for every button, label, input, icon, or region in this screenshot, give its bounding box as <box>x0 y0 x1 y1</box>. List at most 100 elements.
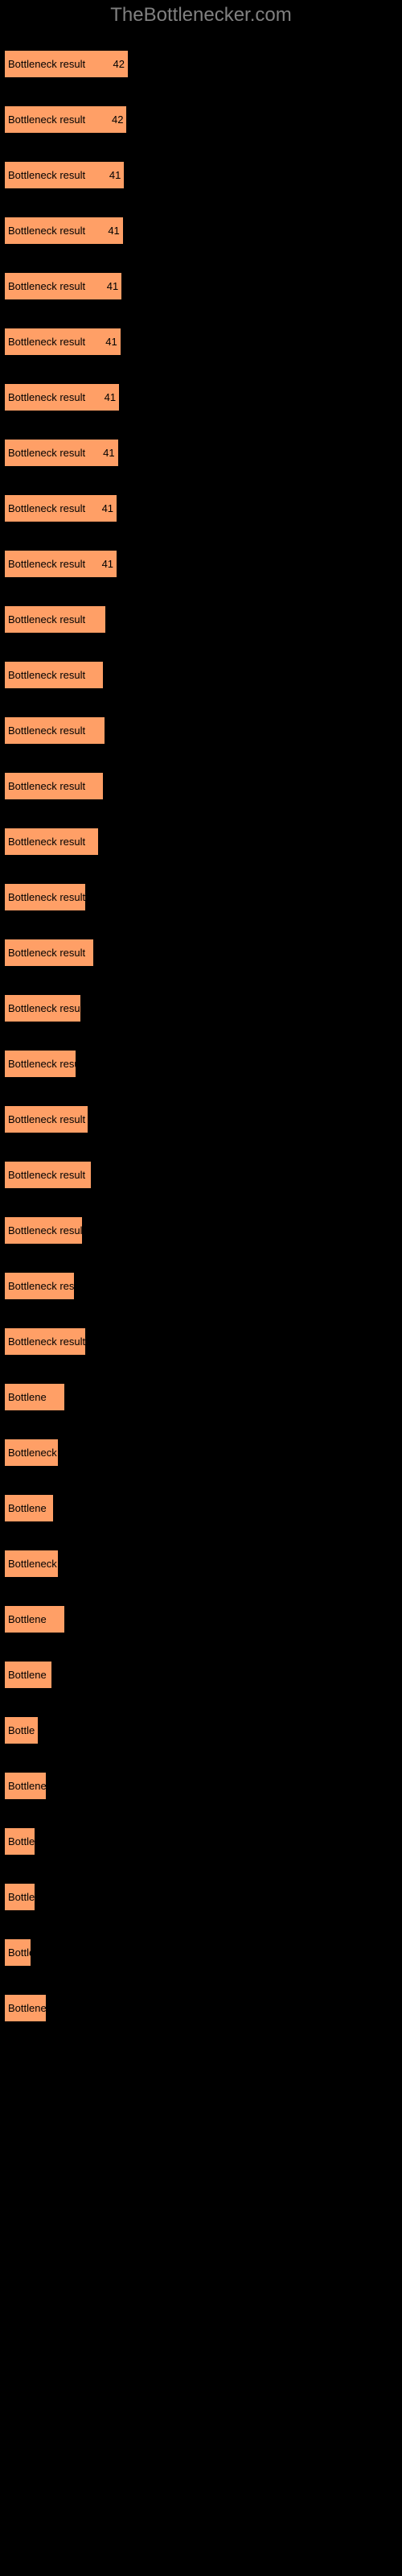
bar-wrapper: Bottleneck result41 <box>4 494 398 522</box>
chart-row: Bottleneck result <box>4 979 398 1022</box>
bar: Bottle <box>4 1716 39 1744</box>
series-label <box>4 1257 398 1269</box>
chart-row: Bottlene <box>4 1645 398 1689</box>
series-label <box>4 590 398 603</box>
bar-wrapper: Bottleneck result 42 <box>4 105 398 134</box>
chart-row: Bottleneck result <box>4 812 398 856</box>
series-label <box>4 146 398 159</box>
series-label <box>4 1146 398 1158</box>
series-label <box>4 1534 398 1547</box>
bar-label: Bottlene <box>5 1613 47 1625</box>
bar-wrapper: Bottleneck result <box>4 716 398 745</box>
series-label <box>4 1368 398 1381</box>
bar-label: Bottleneck result <box>5 1169 85 1181</box>
series-label <box>4 812 398 825</box>
series-label <box>4 1812 398 1825</box>
bar-wrapper: Bottleneck result41 <box>4 383 398 411</box>
bar-label: Bottlene <box>5 1669 47 1681</box>
bar: Bottleneck <box>4 1439 59 1467</box>
series-label <box>4 201 398 214</box>
bar-label: Bottleneck result <box>5 780 85 792</box>
bar-wrapper: Bottlene <box>4 1994 398 2022</box>
bar-label: Bottle <box>5 1724 35 1736</box>
bar: Bottleneck result41 <box>4 494 117 522</box>
series-label <box>4 257 398 270</box>
series-label <box>4 1923 398 1936</box>
bar: Bottleneck result <box>4 1327 86 1356</box>
bar-label: Bottlene <box>5 1502 47 1514</box>
bar-label: Bottleneck result <box>5 447 85 459</box>
series-label <box>4 368 398 381</box>
bar-label: Bottleneck <box>5 1447 57 1459</box>
bar-value: 41 <box>105 336 117 348</box>
series-label <box>4 1590 398 1603</box>
bar-label: Bottleneck result <box>5 280 85 292</box>
bar: Bottlene <box>4 1772 47 1800</box>
chart-row: Bottlene <box>4 1590 398 1633</box>
bar-label: Bottleneck result <box>5 58 85 70</box>
bar-value: 41 <box>109 169 121 181</box>
bar-wrapper: Bottleneck result <box>4 939 398 967</box>
bar-value: 41 <box>107 280 118 292</box>
bar-label: Bottleneck result <box>5 114 85 126</box>
bar-label: Bottleneck result <box>5 947 85 959</box>
chart-row: Bottleneck result <box>4 1201 398 1245</box>
site-header: TheBottlenecker.com <box>0 0 402 35</box>
bar-value: 41 <box>105 391 116 403</box>
series-label <box>4 1479 398 1492</box>
bar-wrapper: Bottlene <box>4 1494 398 1522</box>
bar: Bottleneck result <box>4 883 86 911</box>
bar-label: Bottleneck result <box>5 1224 85 1236</box>
bar-label: Bottleneck result <box>5 1335 85 1348</box>
bar-wrapper: Bottleneck result41 <box>4 328 398 356</box>
chart-row: Bottlene <box>4 1368 398 1411</box>
bar-wrapper: Bottleneck result41 <box>4 550 398 578</box>
chart-row: Bottleneck result <box>4 1257 398 1300</box>
bar-wrapper: Bottleneck result 41 <box>4 272 398 300</box>
chart-row: Bottlene <box>4 1979 398 2022</box>
bar-label: Bottleneck result <box>5 1058 85 1070</box>
series-label <box>4 1423 398 1436</box>
series-label <box>4 479 398 492</box>
bar-wrapper: Bottleneck result41 <box>4 161 398 189</box>
series-label <box>4 923 398 936</box>
series-label <box>4 1645 398 1658</box>
bar-label: Bottleneck result <box>5 613 85 625</box>
bar-label: Bottleneck result <box>5 669 85 681</box>
bar-value: 42 <box>112 114 123 126</box>
bar-wrapper: Bottleneck result <box>4 661 398 689</box>
bar-wrapper: Bottleneck result <box>4 1327 398 1356</box>
bar: Bottlene <box>4 1605 65 1633</box>
bar-label: Bottleneck result <box>5 225 85 237</box>
bar: Bottleneck result42 <box>4 50 129 78</box>
chart-row: Bottleneck result <box>4 868 398 911</box>
bar-label: Bottleneck result <box>5 1002 85 1014</box>
bar-label: Bottle <box>5 1946 35 1959</box>
series-label <box>4 1979 398 1992</box>
series-label <box>4 701 398 714</box>
bar-wrapper: Bottleneck result <box>4 883 398 911</box>
chart-row: Bottleneck result <box>4 1034 398 1078</box>
bar-wrapper: Bottleneck <box>4 1439 398 1467</box>
bar-wrapper: Bottlene <box>4 1605 398 1633</box>
chart-row: Bottleneck result <box>4 590 398 634</box>
bar: Bottlene <box>4 1994 47 2022</box>
bar-label: Bottleneck <box>5 1558 57 1570</box>
bar-wrapper: Bottleneck result <box>4 1105 398 1133</box>
bar-wrapper: Bottlene <box>4 1772 398 1800</box>
bar: Bottle <box>4 1938 31 1967</box>
bar: Bottleneck <box>4 1550 59 1578</box>
chart-row: Bottleneck result41 <box>4 479 398 522</box>
bar-value: 41 <box>108 225 119 237</box>
series-label <box>4 35 398 47</box>
series-label <box>4 1090 398 1103</box>
bar-wrapper: Bottleneck result <box>4 994 398 1022</box>
bar: Bottleneck result 41 <box>4 217 124 245</box>
bar-wrapper: Bottleneck result <box>4 828 398 856</box>
bar: Bottleneck result <box>4 772 104 800</box>
chart-row: Bottle <box>4 1701 398 1744</box>
chart-row: Bottleneck result41 <box>4 368 398 411</box>
bar: Bottleneck result <box>4 1272 75 1300</box>
bar-wrapper: Bottlene <box>4 1661 398 1689</box>
bar: Bottleneck result <box>4 716 105 745</box>
